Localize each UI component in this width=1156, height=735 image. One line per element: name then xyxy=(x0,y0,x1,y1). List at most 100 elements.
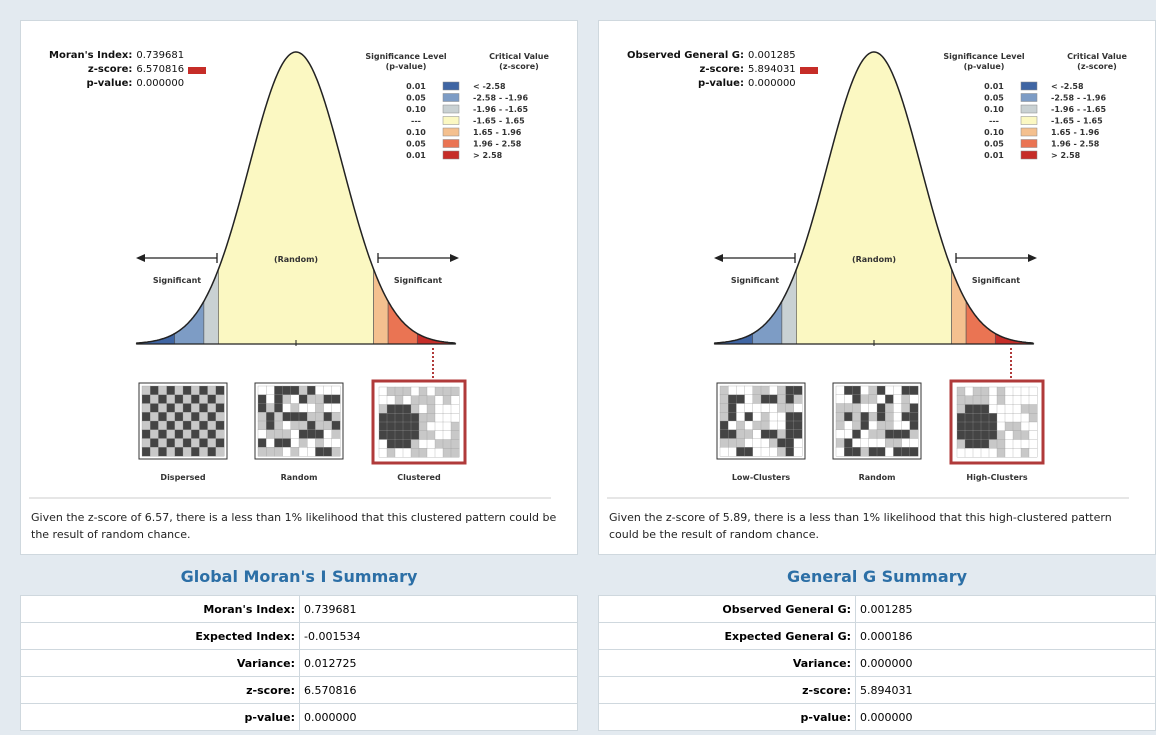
map-cell xyxy=(150,394,159,404)
map-cell xyxy=(736,429,746,439)
map-cell xyxy=(844,412,853,422)
map-cell xyxy=(760,420,770,431)
legend-z-range: 1.65 - 1.96 xyxy=(1051,128,1100,137)
map-cell xyxy=(166,403,176,413)
map-cell xyxy=(736,403,746,413)
map-cell xyxy=(150,420,159,431)
map-cell xyxy=(426,430,436,440)
map-cell xyxy=(1004,386,1014,397)
map-cell xyxy=(282,438,292,448)
map-cell xyxy=(785,403,795,413)
summary-row: Expected General G: 0.000186 xyxy=(598,622,1156,650)
map-cell xyxy=(1020,430,1030,440)
legend-swatch xyxy=(442,104,460,114)
map-cell xyxy=(956,448,966,458)
map-cell xyxy=(996,430,1006,440)
map-cell xyxy=(450,439,460,449)
map-cell xyxy=(442,413,452,423)
legend-z-range: < -2.58 xyxy=(1051,82,1084,91)
map-cell xyxy=(893,438,903,448)
map-cell xyxy=(215,394,225,404)
map-cell xyxy=(174,394,184,404)
map-cell xyxy=(191,403,200,413)
map-cell xyxy=(996,404,1006,414)
map-cell xyxy=(257,394,267,404)
map-cell xyxy=(150,438,159,448)
map-cell xyxy=(386,404,396,414)
map-cell xyxy=(166,420,176,431)
map-cell xyxy=(719,420,729,431)
map-cell xyxy=(844,429,853,439)
map-cell xyxy=(282,394,292,404)
map-cell xyxy=(402,448,412,458)
map-cell xyxy=(988,395,998,405)
summary-row: Variance: 0.000000 xyxy=(598,649,1156,677)
summary-label: Moran's Index: xyxy=(20,595,300,623)
summary-label: z-score: xyxy=(20,676,300,704)
curve-outline xyxy=(714,51,1034,344)
map-cell xyxy=(450,413,460,423)
map-cell xyxy=(1028,395,1038,405)
map-cell xyxy=(386,395,396,405)
map-cell xyxy=(760,412,770,422)
map-cell xyxy=(282,420,292,431)
map-cell xyxy=(777,394,787,404)
map-cell xyxy=(1020,439,1030,449)
map-cell xyxy=(769,447,778,457)
map-cell xyxy=(158,420,168,431)
legend-z-range: -1.65 - 1.65 xyxy=(473,117,525,126)
map-cell xyxy=(182,394,192,404)
map-cell xyxy=(909,385,919,396)
map-cell xyxy=(442,404,452,414)
map-cell xyxy=(972,413,982,423)
legend-p-value: 0.10 xyxy=(406,128,426,137)
map-cell xyxy=(257,412,267,422)
legend-swatch xyxy=(1020,150,1038,160)
map-caption: Random xyxy=(859,473,896,482)
legend-header: (p-value) xyxy=(964,62,1005,71)
stat-label: z-score: xyxy=(87,64,133,75)
map-cell xyxy=(901,447,911,457)
map-cell xyxy=(868,438,878,448)
map-cell xyxy=(378,404,388,414)
map-cell xyxy=(988,386,998,397)
map-cell xyxy=(191,420,200,431)
map-cell xyxy=(980,386,990,397)
map-cell xyxy=(835,412,845,422)
map-cell xyxy=(394,421,404,432)
map-cell xyxy=(323,403,333,413)
map-cell xyxy=(752,412,762,422)
map-cell xyxy=(418,439,428,449)
stat-label: z-score: xyxy=(699,64,744,75)
right-arrowhead xyxy=(1028,254,1037,262)
map-cell xyxy=(844,403,853,413)
map-cell xyxy=(158,394,168,404)
stat-value-wrap: 5.894031 xyxy=(748,63,818,77)
map-cell xyxy=(876,429,886,439)
map-cell xyxy=(394,448,404,458)
map-cell xyxy=(418,395,428,405)
map-cell xyxy=(1020,395,1030,405)
map-cell xyxy=(988,430,998,440)
map-cell xyxy=(835,429,845,439)
map-cell xyxy=(835,385,845,396)
map-cell xyxy=(315,438,325,448)
map-cell xyxy=(1004,448,1014,458)
map-cell xyxy=(298,412,308,422)
map-cell xyxy=(410,421,420,432)
map-cell xyxy=(719,403,729,413)
map-cell xyxy=(736,412,746,422)
map-cell xyxy=(182,429,192,439)
summary-label: Observed General G: xyxy=(598,595,856,623)
legend-z-range: > 2.58 xyxy=(1051,151,1081,160)
map-cell xyxy=(150,447,159,457)
summary-row: Expected Index: -0.001534 xyxy=(20,622,578,650)
map-cell xyxy=(307,429,316,439)
map-cell xyxy=(860,412,870,422)
map-cell xyxy=(378,413,388,423)
map-cell xyxy=(442,421,452,432)
map-cell xyxy=(760,385,770,396)
map-cell xyxy=(402,413,412,423)
map-cell xyxy=(1020,413,1030,423)
curve-region xyxy=(218,51,374,345)
